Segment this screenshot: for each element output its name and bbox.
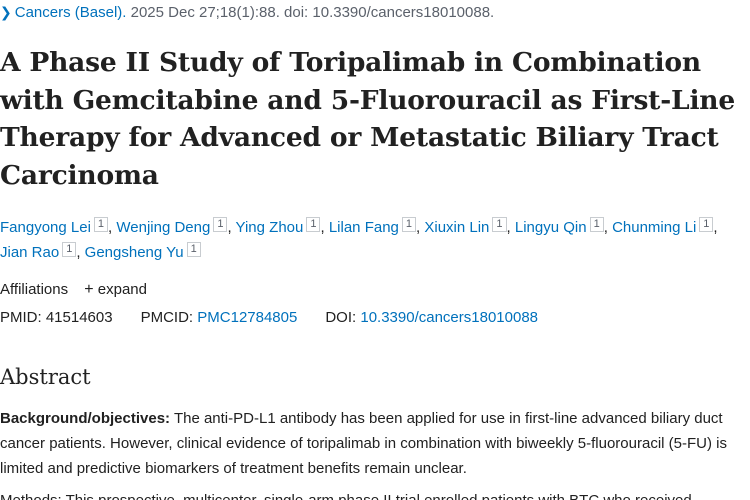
affiliation-number[interactable]: 1 [93,217,109,232]
abstract-background: Background/objectives: The anti-PD-L1 an… [0,406,748,481]
doi-label: DOI: [325,309,357,326]
author-separator: , [227,219,236,236]
chevron-right-icon[interactable]: ❯ [0,4,12,20]
identifiers-row: PMID: 41514603 PMCID: PMC12784805 DOI: 10.… [0,309,538,326]
author-list: Fangyong Lei 1, Wenjing Deng 1, Ying Zhou 1… [0,215,745,265]
author-link[interactable]: Lilan Fang [328,219,399,236]
author-separator: , [76,244,85,261]
affiliation-number[interactable]: 1 [186,242,201,257]
affiliation-number[interactable]: 1 [699,217,714,232]
affiliation-number[interactable]: 1 [401,217,417,232]
methods-line: Methods: This prospective, multicenter, … [0,492,692,500]
affiliation-number[interactable]: 1 [306,217,321,232]
author-link[interactable]: Chunming Li [612,219,697,236]
affiliation-number[interactable]: 1 [213,217,228,232]
pmid-value: 41514603 [45,309,113,326]
pmcid-link[interactable]: PMC12784805 [197,309,298,326]
author-link[interactable]: Fangyong Lei [0,219,91,236]
journal-link[interactable]: Cancers (Basel). [14,4,127,21]
author-link[interactable]: Ying Zhou [235,219,304,236]
author-separator: , [320,219,329,236]
author-separator: , [506,219,515,236]
affiliation-number[interactable]: 1 [492,217,507,232]
citation-line: ❯ Cancers (Basel). 2025 Dec 27;18(1):88. … [0,4,494,21]
background-label: Background/objectives: [0,410,171,427]
background-text: The anti-PD-L1 antibody has been applied… [0,410,727,477]
author-separator: , [416,219,425,236]
article-title: A Phase II Study of Toripalimab in Combi… [0,47,736,191]
affiliations-row: Affiliations + expand [0,281,147,299]
expand-button[interactable]: expand [97,281,147,298]
plus-icon[interactable]: + [84,281,94,298]
pmid-label: PMID: [0,309,42,326]
author-link[interactable]: Jian Rao [0,244,60,261]
pmcid-label: PMCID: [140,309,194,326]
author-separator: , [713,219,718,236]
author-separator: , [108,219,117,236]
abstract-methods-partial: Methods: This prospective, multicenter, … [0,488,748,500]
affiliation-number[interactable]: 1 [62,242,77,257]
affiliation-number[interactable]: 1 [589,217,604,232]
affiliations-label: Affiliations [0,281,69,298]
author-link[interactable]: Wenjing Deng [116,219,211,236]
author-separator: , [603,219,613,236]
author-link[interactable]: Gengsheng Yu [84,244,184,261]
citation-details: 2025 Dec 27;18(1):88. doi: 10.3390/cance… [126,4,495,21]
doi-link[interactable]: 10.3390/cancers18010088 [360,309,539,326]
author-link[interactable]: Lingyu Qin [514,219,587,236]
author-link[interactable]: Xiuxin Lin [424,219,490,236]
abstract-heading: Abstract [0,365,91,389]
